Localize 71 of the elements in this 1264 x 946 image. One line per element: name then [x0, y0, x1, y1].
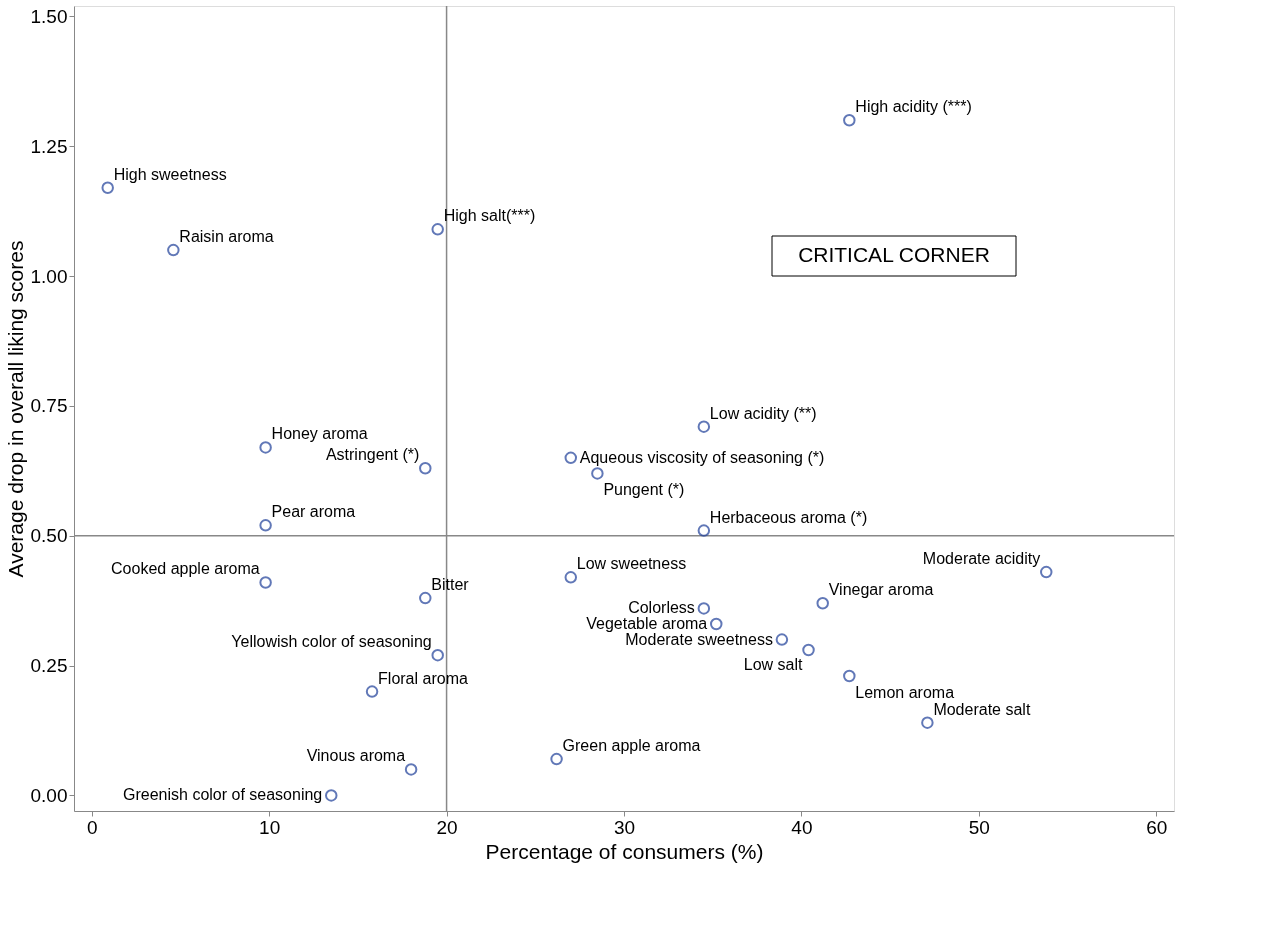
point [775, 633, 789, 646]
annotation: Moderate salt [933, 700, 1031, 718]
annotation: Astringent (*) [325, 446, 420, 464]
annotation: Moderate sweetness [625, 630, 773, 648]
annotation: CRITICAL CORNER [798, 243, 990, 266]
y-tick-label: 1.50 [30, 5, 68, 27]
annotation: High acidity (***) [855, 98, 972, 116]
annotation: Vinegar aroma [828, 581, 934, 599]
point [259, 441, 272, 454]
annotation: Low sweetness [576, 555, 687, 573]
annotation: Vinous aroma [306, 747, 406, 765]
point [591, 467, 604, 480]
x-tick-label: 60 [1146, 816, 1168, 838]
y-tick-label: 0.25 [30, 655, 68, 677]
point [564, 451, 578, 465]
x-tick-label: 20 [436, 816, 458, 838]
x-tick-label: 0 [86, 816, 98, 838]
y-tick-label: 0.50 [30, 525, 68, 547]
point [843, 114, 856, 127]
annotation: High sweetness [113, 165, 227, 183]
y-axis-title: Average drop in overall liking scores [3, 240, 27, 578]
y-tick-label: 0.00 [30, 784, 68, 806]
point [843, 669, 856, 683]
point [816, 597, 829, 610]
point [802, 643, 815, 657]
point [419, 591, 432, 605]
y-tick-label: 1.25 [30, 135, 68, 157]
annotation: Pear aroma [271, 503, 356, 521]
annotation: High salt(***) [443, 207, 536, 225]
y-tick-label: 1.00 [30, 265, 68, 287]
point [710, 617, 723, 631]
annotation: Floral aroma [378, 669, 468, 687]
annotation: Raisin aroma [179, 228, 274, 246]
point [259, 576, 272, 589]
x-axis-title: Percentage of consumers (%) [485, 839, 764, 863]
annotation: Bitter [431, 576, 470, 594]
point [167, 243, 180, 257]
point [259, 519, 272, 532]
point [431, 648, 444, 662]
annotation: Herbaceous aroma (*) [709, 508, 868, 526]
point [697, 602, 711, 615]
annotation: Yellowish color of seasoning [231, 633, 432, 651]
annotation: Green apple aroma [562, 737, 701, 755]
annotation: Vegetable aroma [586, 615, 708, 633]
point [325, 789, 338, 802]
point [697, 524, 711, 537]
annotation: Aqueous viscosity of seasoning (*) [579, 448, 825, 466]
point [101, 181, 114, 195]
y-tick-label: 0.75 [30, 395, 68, 417]
annotation: Honey aroma [271, 425, 368, 443]
point [550, 752, 563, 766]
x-tick-label: 10 [259, 816, 281, 838]
x-tick-label: 30 [613, 816, 636, 838]
annotation: Pungent (*) [603, 481, 685, 499]
annotation: Greenish color of seasoning [123, 786, 323, 804]
x-tick-label: 40 [791, 816, 813, 838]
point [419, 461, 432, 475]
annotation: Low acidity (**) [709, 404, 817, 422]
point [404, 763, 418, 776]
point [697, 420, 711, 433]
annotation: Lemon aroma [855, 683, 955, 701]
x-tick-label: 50 [968, 816, 990, 838]
point [921, 716, 934, 729]
annotation: Moderate acidity [922, 550, 1041, 568]
annotation: Cooked apple aroma [111, 560, 260, 578]
annotation: Colorless [628, 599, 695, 617]
point [1040, 565, 1053, 579]
point [431, 223, 444, 236]
annotation: Low salt [743, 656, 804, 673]
point [564, 571, 578, 584]
point [365, 685, 379, 698]
